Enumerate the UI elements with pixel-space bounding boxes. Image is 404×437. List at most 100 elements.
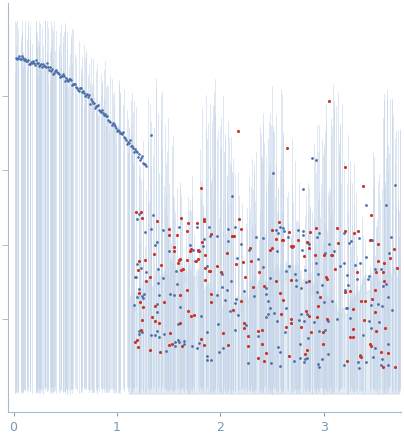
Point (45, 64, 51, 71)
Point (208, 230, 215, 237)
Point (199, 239, 205, 246)
Point (282, 328, 288, 335)
Point (27, 60, 33, 67)
Point (344, 305, 351, 312)
Point (288, 277, 295, 284)
Point (332, 265, 339, 272)
Point (263, 284, 269, 291)
Point (376, 319, 382, 326)
Point (317, 293, 323, 300)
Point (229, 232, 235, 239)
Point (234, 254, 240, 261)
Point (314, 289, 321, 296)
Point (75, 87, 82, 94)
Point (27, 58, 34, 65)
Point (343, 304, 349, 311)
Point (33, 56, 39, 63)
Point (78, 85, 84, 92)
Point (270, 169, 276, 176)
Point (287, 243, 294, 250)
Point (40, 61, 46, 68)
Point (312, 252, 319, 259)
Point (116, 130, 123, 137)
Point (122, 136, 129, 143)
Point (139, 329, 145, 336)
Point (177, 215, 184, 222)
Point (263, 291, 269, 298)
Point (194, 344, 200, 351)
Point (23, 57, 30, 64)
Point (136, 285, 142, 292)
Point (290, 357, 297, 364)
Point (230, 307, 236, 314)
Point (138, 154, 144, 161)
Point (255, 256, 262, 263)
Point (345, 239, 352, 246)
Point (387, 255, 393, 262)
Point (98, 108, 105, 115)
Point (297, 324, 304, 331)
Point (292, 277, 299, 284)
Point (154, 301, 160, 308)
Point (136, 257, 143, 264)
Point (354, 276, 360, 283)
Point (323, 273, 329, 280)
Point (126, 139, 132, 146)
Point (53, 67, 59, 74)
Point (154, 328, 161, 335)
Point (276, 219, 282, 226)
Point (62, 77, 68, 84)
Point (218, 268, 225, 275)
Point (76, 88, 82, 95)
Point (321, 298, 328, 305)
Point (349, 333, 356, 340)
Point (116, 128, 122, 135)
Point (194, 255, 201, 262)
Point (93, 102, 100, 109)
Point (343, 272, 350, 279)
Point (173, 232, 180, 239)
Point (355, 228, 361, 235)
Point (276, 290, 283, 297)
Point (241, 325, 248, 332)
Point (79, 88, 86, 95)
Point (19, 53, 25, 60)
Point (109, 119, 116, 126)
Point (152, 302, 158, 309)
Point (306, 312, 312, 319)
Point (357, 352, 363, 359)
Point (302, 266, 308, 273)
Point (368, 325, 374, 332)
Point (29, 59, 35, 66)
Point (224, 250, 230, 257)
Point (173, 267, 179, 274)
Point (305, 334, 311, 341)
Point (38, 60, 44, 67)
Point (65, 78, 72, 85)
Point (99, 107, 106, 114)
Point (19, 54, 26, 61)
Point (152, 242, 158, 249)
Point (114, 128, 120, 135)
Point (189, 247, 196, 254)
Point (150, 212, 156, 218)
Point (269, 245, 275, 252)
Point (154, 308, 160, 315)
Point (355, 359, 361, 366)
Point (207, 268, 214, 275)
Point (335, 240, 342, 247)
Point (169, 341, 175, 348)
Point (118, 130, 125, 137)
Point (341, 287, 348, 294)
Point (184, 256, 190, 263)
Point (39, 63, 45, 70)
Point (229, 193, 236, 200)
Point (302, 350, 309, 357)
Point (298, 310, 304, 317)
Point (81, 89, 88, 96)
Point (351, 261, 358, 268)
Point (51, 69, 57, 76)
Point (198, 336, 204, 343)
Point (61, 73, 67, 80)
Point (316, 328, 322, 335)
